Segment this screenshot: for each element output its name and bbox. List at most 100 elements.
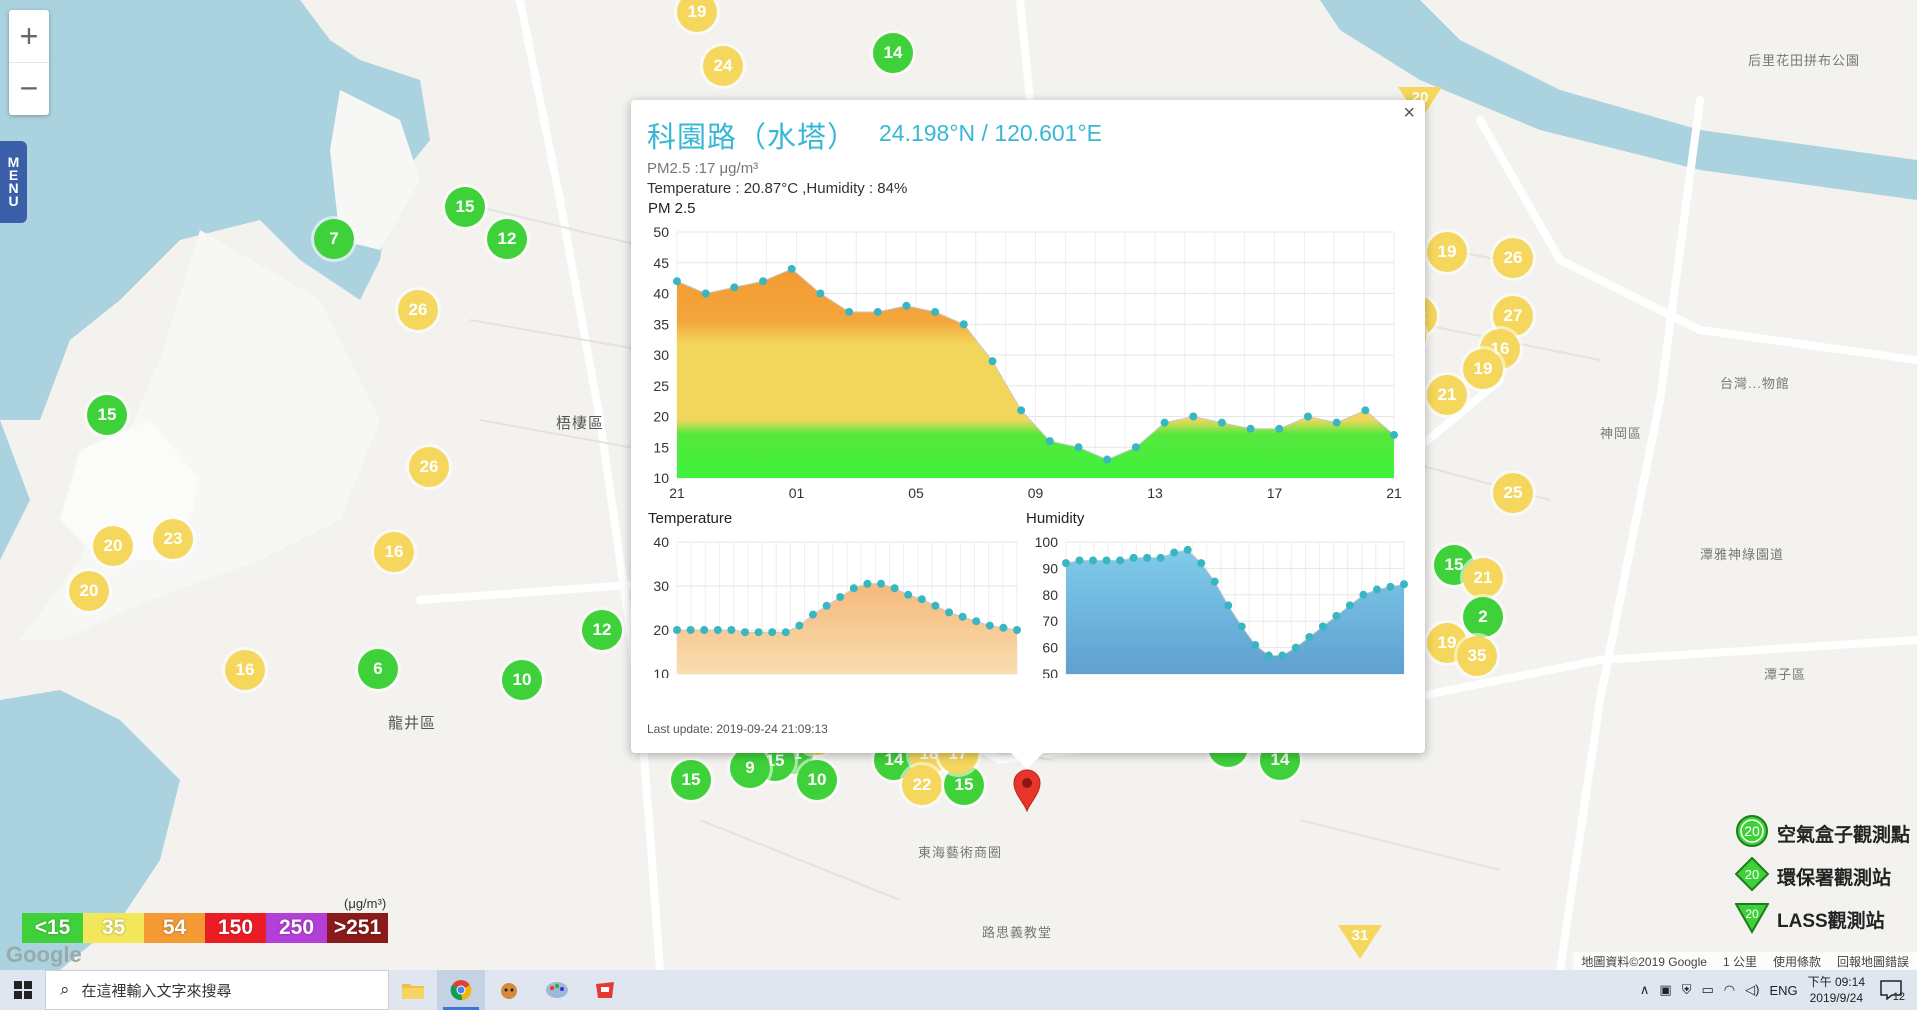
close-icon[interactable]: × (1403, 102, 1415, 124)
start-button[interactable] (0, 970, 45, 1010)
app-button-paint[interactable] (533, 970, 581, 1010)
station-marker[interactable]: 19 (677, 0, 717, 32)
data-point[interactable] (768, 628, 777, 637)
data-point[interactable] (1275, 424, 1284, 433)
data-point[interactable] (701, 289, 710, 298)
data-point[interactable] (999, 623, 1008, 632)
station-marker[interactable]: 10 (502, 660, 542, 700)
data-point[interactable] (754, 628, 763, 637)
taskbar-search[interactable]: ⌕ 在這裡輸入文字來搜尋 (45, 970, 389, 1010)
data-point[interactable] (1089, 556, 1098, 565)
zoom-out-button[interactable]: − (9, 62, 49, 114)
data-point[interactable] (1183, 545, 1192, 554)
data-point[interactable] (1303, 412, 1312, 421)
data-point[interactable] (673, 277, 681, 286)
triangle-marker[interactable]: 31 (1338, 925, 1382, 959)
battery-icon[interactable]: ▭ (1701, 982, 1714, 997)
station-marker[interactable]: 21 (1463, 558, 1503, 598)
data-point[interactable] (673, 626, 681, 634)
input-language[interactable]: ENG (1769, 982, 1798, 998)
data-point[interactable] (1131, 443, 1140, 452)
data-point[interactable] (1156, 553, 1165, 562)
data-point[interactable] (931, 307, 940, 316)
menu-tab[interactable]: M E N U (0, 141, 27, 223)
data-point[interactable] (890, 584, 899, 593)
data-point[interactable] (1074, 443, 1083, 452)
station-marker[interactable]: 12 (582, 610, 622, 650)
data-point[interactable] (795, 621, 804, 630)
data-point[interactable] (713, 626, 722, 634)
station-marker[interactable]: 9 (730, 748, 770, 788)
station-marker[interactable]: 26 (1493, 238, 1533, 278)
station-marker[interactable]: 12 (487, 219, 527, 259)
station-marker[interactable]: 20 (69, 571, 109, 611)
data-point[interactable] (1017, 406, 1026, 415)
station-marker[interactable]: 19 (1427, 232, 1467, 272)
station-marker[interactable]: 19 (1463, 349, 1503, 389)
data-point[interactable] (1359, 590, 1368, 599)
station-marker[interactable]: 24 (703, 46, 743, 86)
chevron-up-icon[interactable]: ∧ (1639, 982, 1650, 997)
data-point[interactable] (1345, 601, 1354, 610)
data-point[interactable] (822, 601, 831, 610)
station-marker[interactable]: 15 (671, 760, 711, 800)
data-point[interactable] (1189, 412, 1198, 421)
data-point[interactable] (1129, 553, 1138, 562)
station-marker[interactable]: 26 (398, 290, 438, 330)
data-point[interactable] (1305, 633, 1314, 642)
data-point[interactable] (1062, 559, 1070, 568)
station-marker[interactable]: 16 (225, 650, 265, 690)
data-point[interactable] (1251, 640, 1260, 649)
tray-app-icon[interactable]: ▣ (1659, 982, 1672, 997)
station-marker[interactable]: 25 (1493, 473, 1533, 513)
station-marker[interactable]: 21 (1427, 375, 1467, 415)
terms-link[interactable]: 使用條款 (1772, 954, 1821, 969)
data-point[interactable] (1246, 424, 1255, 433)
chrome-button[interactable] (437, 970, 485, 1010)
data-point[interactable] (1386, 582, 1395, 591)
data-point[interactable] (958, 612, 967, 621)
station-marker[interactable]: 26 (409, 447, 449, 487)
station-marker[interactable]: 16 (374, 532, 414, 572)
data-point[interactable] (686, 626, 695, 634)
data-point[interactable] (1237, 622, 1246, 631)
station-marker[interactable]: 15 (87, 395, 127, 435)
data-point[interactable] (1045, 437, 1054, 446)
map[interactable]: 梧棲區 龍井區 神岡區 潭子區 東海藝術商圈 后里花田拼布公園 台灣...物館 … (0, 0, 1917, 970)
data-point[interactable] (1390, 430, 1398, 439)
data-point[interactable] (727, 626, 736, 634)
data-point[interactable] (902, 301, 911, 310)
data-point[interactable] (730, 283, 739, 292)
data-point[interactable] (1160, 418, 1169, 427)
app-button-red[interactable] (581, 970, 629, 1010)
location-pin-icon[interactable] (1012, 768, 1042, 817)
clock[interactable]: 下午 09:14 2019/9/24 (1808, 974, 1865, 1006)
notification-button[interactable]: 12 (1875, 975, 1907, 1005)
volume-icon[interactable]: ◁) (1745, 982, 1760, 997)
data-point[interactable] (809, 610, 817, 619)
data-point[interactable] (1217, 418, 1226, 427)
station-marker[interactable]: 7 (314, 219, 354, 259)
data-point[interactable] (917, 595, 926, 604)
station-marker[interactable]: 10 (797, 760, 837, 800)
data-point[interactable] (741, 628, 749, 637)
data-point[interactable] (1224, 601, 1233, 610)
data-point[interactable] (972, 617, 981, 626)
station-marker[interactable]: 22 (902, 765, 942, 805)
app-button-fox[interactable] (485, 970, 533, 1010)
data-point[interactable] (1210, 577, 1219, 586)
wifi-icon[interactable]: ◠ (1723, 982, 1736, 997)
data-point[interactable] (781, 628, 790, 637)
station-marker[interactable]: 23 (153, 519, 193, 559)
data-point[interactable] (1278, 651, 1287, 660)
data-point[interactable] (1264, 651, 1273, 660)
data-point[interactable] (836, 593, 845, 601)
data-point[interactable] (1013, 626, 1021, 634)
data-point[interactable] (1197, 559, 1206, 568)
data-point[interactable] (1372, 585, 1381, 594)
data-point[interactable] (1332, 611, 1341, 620)
file-explorer-button[interactable] (389, 970, 437, 1010)
data-point[interactable] (904, 590, 913, 599)
station-marker[interactable]: 15 (445, 187, 485, 227)
station-marker[interactable]: 6 (358, 649, 398, 689)
